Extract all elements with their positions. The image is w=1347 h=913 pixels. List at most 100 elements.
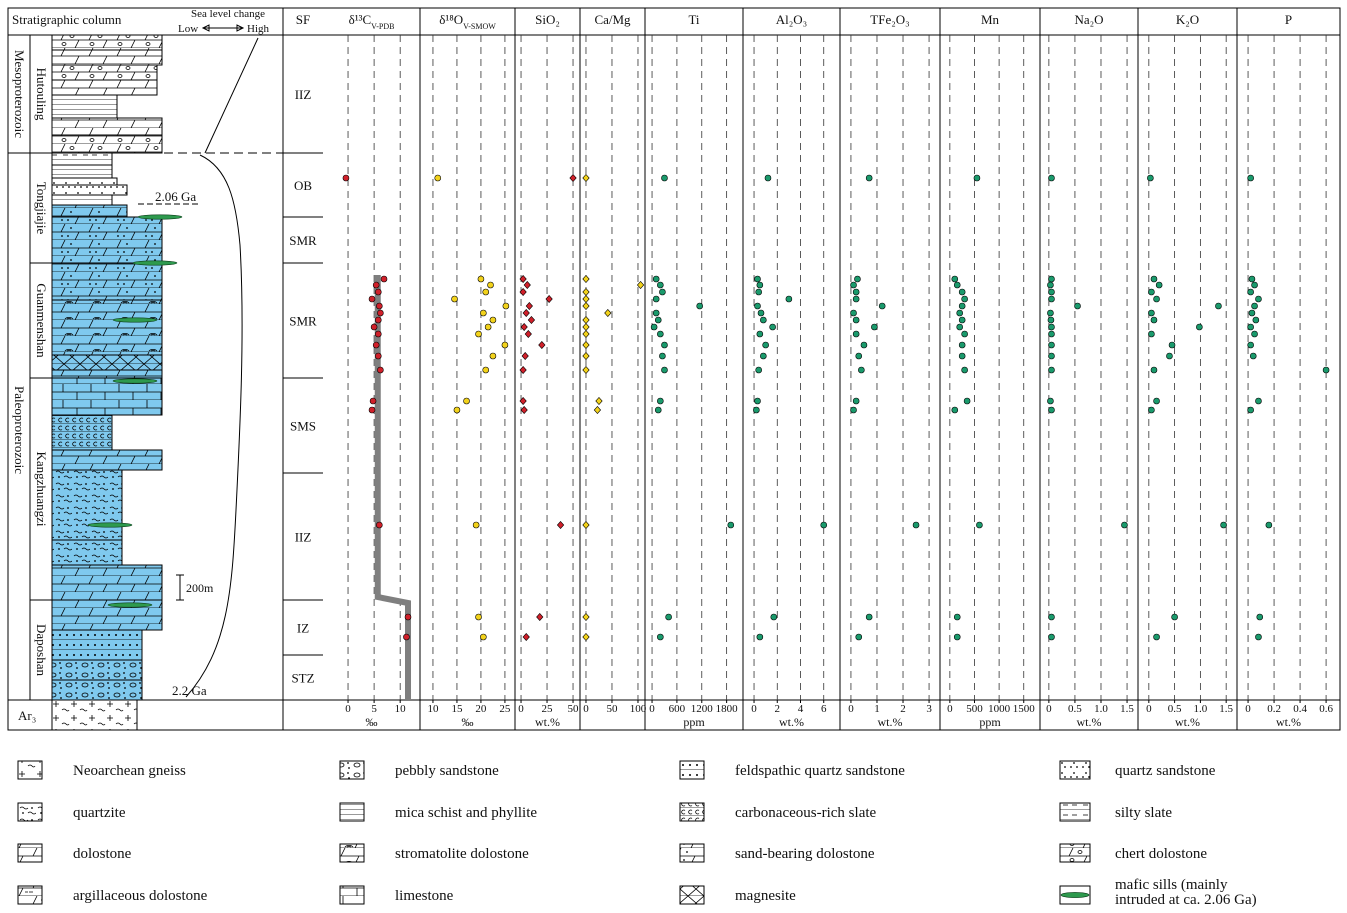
data-point bbox=[657, 398, 663, 404]
data-point bbox=[655, 317, 661, 323]
bed-pattern bbox=[52, 540, 122, 565]
data-point bbox=[659, 289, 665, 295]
data-point bbox=[594, 406, 600, 413]
data-point bbox=[974, 175, 980, 181]
data-point bbox=[1169, 342, 1175, 348]
legend-sill bbox=[1061, 892, 1089, 897]
data-point bbox=[661, 175, 667, 181]
basement-pattern bbox=[52, 700, 137, 730]
data-point bbox=[1048, 331, 1054, 337]
formation-label: Kangzhuangzi bbox=[34, 451, 49, 526]
x-axis-label: ‰ bbox=[462, 715, 474, 729]
data-point bbox=[858, 367, 864, 373]
data-point bbox=[376, 522, 382, 528]
data-point bbox=[570, 174, 576, 181]
panel-title-main: Mn bbox=[981, 12, 1000, 27]
x-tick-label: 0 bbox=[583, 703, 589, 715]
data-point bbox=[1151, 276, 1157, 282]
data-point bbox=[478, 276, 484, 282]
data-point bbox=[369, 407, 375, 413]
sf-label: SMS bbox=[290, 419, 316, 434]
data-point bbox=[490, 317, 496, 323]
mafic-sill bbox=[113, 318, 157, 322]
data-point bbox=[760, 353, 766, 359]
data-point bbox=[1172, 614, 1178, 620]
legend-swatch bbox=[18, 761, 42, 779]
panel-title: TFe₂O₃ bbox=[870, 12, 909, 27]
x-axis-label: wt.% bbox=[779, 715, 804, 729]
data-point bbox=[697, 303, 703, 309]
x-tick-label: 6 bbox=[821, 703, 827, 715]
bed-pattern bbox=[52, 35, 162, 50]
sf-label: IIZ bbox=[295, 530, 312, 545]
data-point bbox=[343, 175, 349, 181]
bed-pattern bbox=[52, 470, 122, 540]
data-point bbox=[657, 634, 663, 640]
panel-title-main: δ¹⁸O bbox=[439, 12, 463, 27]
data-point bbox=[753, 407, 759, 413]
data-point bbox=[583, 323, 589, 330]
legend-item: carbonaceous-rich slate bbox=[680, 803, 877, 821]
data-point bbox=[605, 309, 611, 316]
x-axis-label: ppm bbox=[979, 715, 1001, 729]
data-point bbox=[377, 310, 383, 316]
legend-swatch bbox=[340, 803, 364, 821]
bed-pattern bbox=[52, 300, 162, 355]
bed-pattern bbox=[52, 660, 142, 680]
legend-swatch bbox=[18, 803, 42, 821]
x-tick-label: 25 bbox=[499, 703, 511, 715]
data-point bbox=[1248, 175, 1254, 181]
data-point bbox=[583, 633, 589, 640]
data-point bbox=[771, 614, 777, 620]
data-point bbox=[653, 276, 659, 282]
era-label: Mesoproterozoic bbox=[12, 50, 27, 138]
data-point bbox=[1048, 324, 1054, 330]
panel-title: δ¹³CV-PDB bbox=[349, 12, 395, 31]
data-point bbox=[1048, 367, 1054, 373]
data-point bbox=[661, 367, 667, 373]
data-point bbox=[651, 324, 657, 330]
legend-label: argillaceous dolostone bbox=[73, 888, 208, 904]
data-point bbox=[525, 330, 531, 337]
bed-pattern bbox=[52, 95, 117, 118]
legend-item: argillaceous dolostone bbox=[18, 886, 208, 904]
data-point bbox=[1252, 331, 1258, 337]
data-point bbox=[959, 317, 965, 323]
legend-swatch bbox=[680, 761, 704, 779]
plot-layer: HutoulingTongjiajieGuanmenshanKangzhuang… bbox=[18, 8, 1340, 908]
x-tick-label: 4 bbox=[798, 703, 804, 715]
x-tick-label: 2 bbox=[900, 703, 906, 715]
x-tick-label: 1000 bbox=[988, 703, 1011, 715]
data-point bbox=[480, 634, 486, 640]
data-point bbox=[583, 341, 589, 348]
bed-pattern bbox=[52, 370, 162, 378]
legend-swatch bbox=[1060, 761, 1090, 779]
data-point bbox=[502, 342, 508, 348]
data-point bbox=[964, 398, 970, 404]
data-point bbox=[375, 289, 381, 295]
sf-label: OB bbox=[294, 178, 312, 193]
data-point bbox=[959, 353, 965, 359]
data-point bbox=[653, 310, 659, 316]
panel-title: δ¹⁸OV-SMOW bbox=[439, 12, 496, 31]
legend-swatch bbox=[18, 844, 42, 862]
legend-item: silty slate bbox=[1060, 803, 1172, 821]
data-point bbox=[1075, 303, 1081, 309]
data-point bbox=[476, 614, 482, 620]
data-point bbox=[1248, 324, 1254, 330]
data-point bbox=[1151, 317, 1157, 323]
data-point bbox=[821, 522, 827, 528]
data-point bbox=[1048, 353, 1054, 359]
data-point bbox=[583, 174, 589, 181]
x-tick-label: 0 bbox=[751, 703, 757, 715]
data-point bbox=[583, 613, 589, 620]
data-point bbox=[954, 634, 960, 640]
data-point bbox=[1215, 303, 1221, 309]
era-label: Paleoproterozoic bbox=[12, 386, 27, 474]
data-point bbox=[583, 295, 589, 302]
data-point bbox=[1047, 282, 1053, 288]
data-point bbox=[959, 289, 965, 295]
data-point bbox=[1154, 296, 1160, 302]
data-point bbox=[786, 296, 792, 302]
legend-label: quartz sandstone bbox=[1115, 763, 1216, 779]
